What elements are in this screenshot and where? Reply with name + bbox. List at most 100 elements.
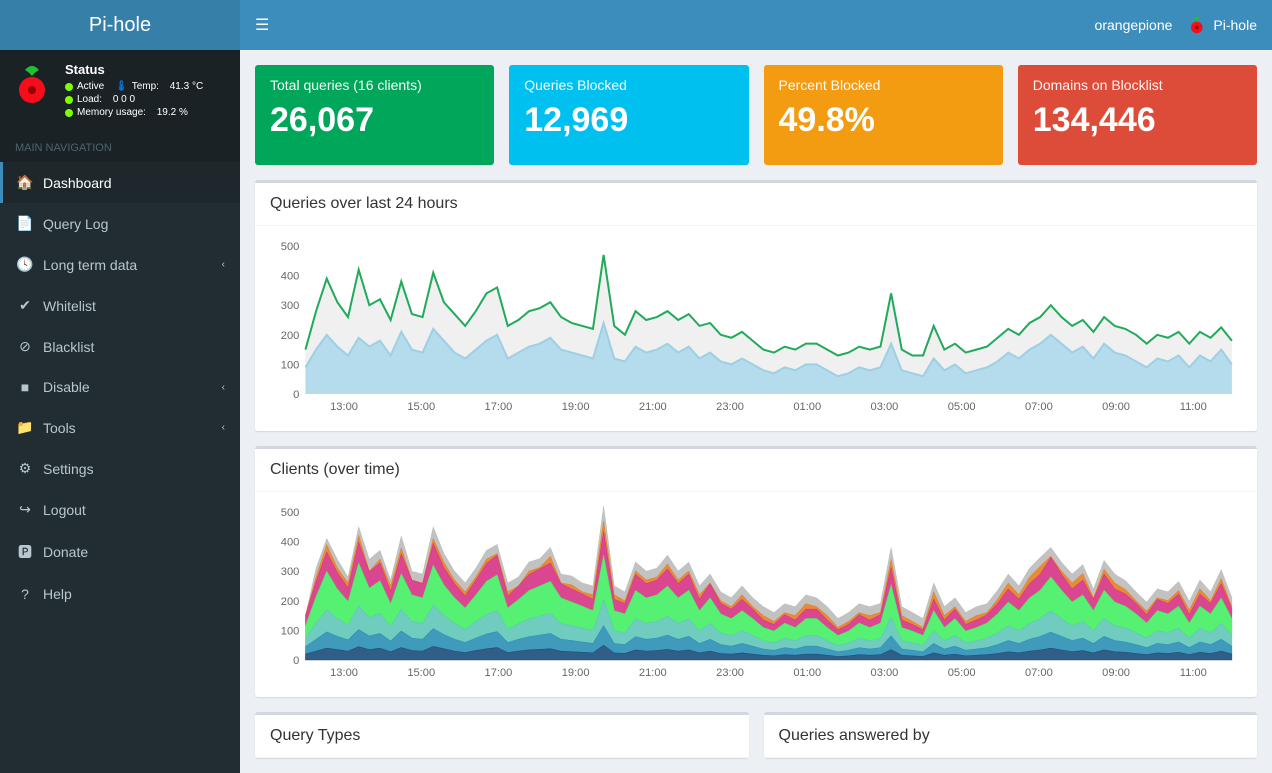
sidebar-item-disable[interactable]: ■ Disable ‹: [0, 367, 240, 407]
sidebar-item-long-term-data[interactable]: 🕓 Long term data ‹: [0, 244, 240, 285]
hostname[interactable]: orangepione: [1095, 17, 1173, 33]
chevron-left-icon: ‹: [222, 382, 225, 393]
load-value: 0 0 0: [113, 94, 135, 105]
queries-answered-title: Queries answered by: [764, 715, 1258, 758]
queries-chart-title: Queries over last 24 hours: [255, 183, 1257, 226]
svg-text:17:00: 17:00: [485, 401, 513, 413]
logo-header[interactable]: Pi-hole: [0, 0, 240, 50]
stop-icon: ■: [15, 379, 35, 395]
chevron-left-icon: ‹: [222, 422, 225, 433]
home-icon: 🏠: [15, 174, 35, 191]
sidebar-item-help[interactable]: ?Help: [0, 574, 240, 614]
svg-text:09:00: 09:00: [1102, 401, 1130, 413]
svg-text:0: 0: [293, 389, 299, 401]
thermometer-icon: 🌡: [115, 81, 128, 92]
check-icon: ✔: [15, 297, 35, 314]
svg-text:01:00: 01:00: [793, 667, 821, 679]
active-dot-icon: [65, 83, 73, 91]
queries-chart[interactable]: 010020030040050013:0015:0017:0019:0021:0…: [270, 236, 1242, 416]
paypal-icon: 🅿: [15, 542, 35, 562]
stat-box-list[interactable]: Domains on Blocklist134,446: [1018, 65, 1257, 165]
svg-text:11:00: 11:00: [1180, 401, 1207, 413]
mem-value: 19.2 %: [157, 107, 188, 118]
svg-text:400: 400: [281, 537, 300, 549]
svg-text:03:00: 03:00: [871, 401, 899, 413]
sidebar: Pi-hole Status Active 🌡 Temp: 41.3 °C Loa…: [0, 0, 240, 773]
chevron-left-icon: ‹: [222, 259, 225, 270]
stat-value: 134,446: [1033, 101, 1242, 140]
stat-label: Queries Blocked: [524, 77, 733, 93]
clock-icon: 🕓: [15, 256, 35, 273]
temp-label: Temp:: [132, 81, 159, 92]
svg-text:03:00: 03:00: [871, 667, 899, 679]
nav-label: Donate: [43, 544, 88, 560]
nav-label: Tools: [43, 420, 76, 436]
stat-box-pie[interactable]: Percent Blocked 49.8%: [764, 65, 1003, 165]
load-dot-icon: [65, 96, 73, 104]
query-types-panel: Query Types: [255, 712, 749, 758]
svg-text:200: 200: [281, 330, 300, 342]
clients-chart[interactable]: 010020030040050013:0015:0017:0019:0021:0…: [270, 502, 1242, 682]
stat-label: Total queries (16 clients): [270, 77, 479, 93]
nav-label: Blacklist: [43, 339, 94, 355]
sidebar-item-blacklist[interactable]: ⊘ Blacklist: [0, 326, 240, 367]
stat-box-globe[interactable]: Total queries (16 clients) 26,067: [255, 65, 494, 165]
svg-text:400: 400: [281, 271, 300, 283]
svg-text:300: 300: [281, 566, 300, 578]
stat-label: Percent Blocked: [779, 77, 988, 93]
svg-text:09:00: 09:00: [1102, 667, 1130, 679]
query-types-title: Query Types: [255, 715, 749, 758]
queries-answered-panel: Queries answered by: [764, 712, 1258, 758]
stat-value: 26,067: [270, 101, 479, 140]
svg-text:15:00: 15:00: [407, 667, 435, 679]
svg-text:05:00: 05:00: [948, 667, 976, 679]
status-title: Status: [65, 62, 203, 77]
svg-text:100: 100: [281, 359, 300, 371]
svg-text:100: 100: [281, 625, 300, 637]
nav-label: Settings: [43, 461, 94, 477]
folder-icon: 📁: [15, 419, 35, 436]
svg-text:11:00: 11:00: [1180, 667, 1207, 679]
nav-label: Help: [43, 586, 72, 602]
sidebar-item-query-log[interactable]: 📄Query Log: [0, 203, 240, 244]
mem-label: Memory usage:: [77, 107, 146, 118]
clients-chart-panel: Clients (over time) 010020030040050013:0…: [255, 446, 1257, 697]
svg-text:19:00: 19:00: [562, 401, 590, 413]
sidebar-item-logout[interactable]: ↪Logout: [0, 489, 240, 530]
svg-text:300: 300: [281, 300, 300, 312]
pihole-brand[interactable]: Pi-hole: [1187, 15, 1257, 35]
svg-text:05:00: 05:00: [948, 401, 976, 413]
svg-text:07:00: 07:00: [1025, 667, 1053, 679]
temp-value: 41.3 °C: [170, 81, 203, 92]
svg-text:07:00: 07:00: [1025, 401, 1053, 413]
status-panel: Status Active 🌡 Temp: 41.3 °C Load: 0 0 0…: [0, 50, 240, 130]
status-active: Active: [77, 81, 104, 92]
topbar: ☰ orangepione Pi-hole: [240, 0, 1272, 50]
stat-row: Total queries (16 clients) 26,067 Queries …: [255, 65, 1257, 165]
svg-text:500: 500: [281, 241, 300, 253]
load-label: Load:: [77, 94, 102, 105]
mem-dot-icon: [65, 109, 73, 117]
sidebar-item-settings[interactable]: ⚙Settings: [0, 448, 240, 489]
sidebar-item-dashboard[interactable]: 🏠 Dashboard: [0, 162, 240, 203]
stat-box-hand[interactable]: Queries Blocked12,969: [509, 65, 748, 165]
ban-icon: ⊘: [15, 338, 35, 355]
main-nav: 🏠 Dashboard 📄Query Log 🕓 Long term data ‹ ✔ Whi…: [0, 162, 240, 614]
svg-text:01:00: 01:00: [793, 401, 821, 413]
svg-text:200: 200: [281, 596, 300, 608]
sidebar-item-tools[interactable]: 📁 Tools ‹: [0, 407, 240, 448]
topbar-brand-text: Pi-hole: [1213, 17, 1257, 33]
nav-label: Disable: [43, 379, 90, 395]
nav-label: Long term data: [43, 257, 137, 273]
sidebar-item-donate[interactable]: 🅿 Donate: [0, 530, 240, 574]
svg-text:15:00: 15:00: [407, 401, 435, 413]
nav-label: Whitelist: [43, 298, 96, 314]
pihole-small-icon: [1187, 15, 1207, 35]
nav-header: MAIN NAVIGATION: [0, 130, 240, 162]
sidebar-item-whitelist[interactable]: ✔ Whitelist: [0, 285, 240, 326]
nav-label: Dashboard: [43, 175, 112, 191]
stat-value: 49.8%: [779, 101, 988, 140]
svg-text:23:00: 23:00: [716, 401, 744, 413]
clients-chart-title: Clients (over time): [255, 449, 1257, 492]
hamburger-icon[interactable]: ☰: [255, 15, 269, 35]
